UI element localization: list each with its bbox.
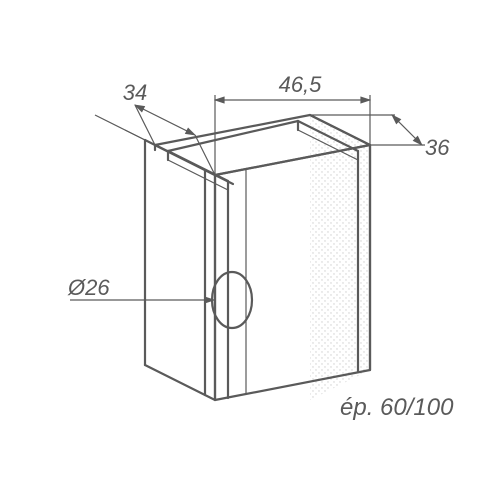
dimension-hole: Ø26 bbox=[67, 275, 214, 300]
dim-top-width-label: 46,5 bbox=[279, 72, 323, 97]
thickness-note: ép. 60/100 bbox=[340, 394, 454, 421]
dim-right-depth-label: 36 bbox=[425, 135, 450, 160]
technical-diagram: :root { --line-color: #5a5a5a; --text-co… bbox=[0, 0, 500, 500]
dim-hole-label: Ø26 bbox=[67, 275, 110, 300]
dimension-left-depth: 34 bbox=[95, 80, 215, 175]
dim-left-depth-label: 34 bbox=[123, 80, 147, 105]
